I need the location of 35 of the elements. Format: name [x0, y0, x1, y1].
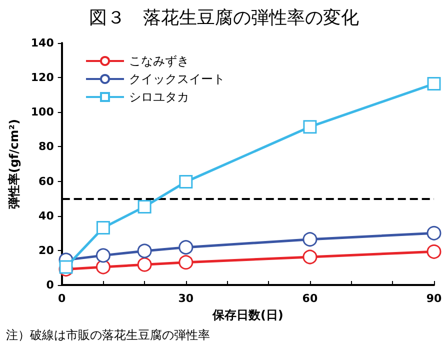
- y-tick-label: 20: [38, 244, 54, 257]
- point: [138, 200, 152, 214]
- point: [427, 77, 441, 91]
- point: [302, 250, 318, 264]
- text: 注）破線は市販の落花生豆腐の弾性率: [6, 328, 210, 342]
- point: [426, 244, 442, 259]
- point: [303, 120, 317, 134]
- point: [426, 226, 442, 240]
- x-tick-label: 0: [58, 292, 66, 305]
- y-tick-label: 60: [38, 174, 54, 188]
- point: [96, 248, 110, 263]
- y-tick-label: 0: [46, 278, 54, 292]
- y-tick-label: 100: [30, 106, 54, 119]
- y-tick-label: 80: [38, 140, 54, 154]
- y-tick-label: 120: [30, 71, 54, 84]
- y-tick-label: 40: [38, 209, 54, 222]
- x-tick-label: 90: [426, 292, 442, 305]
- point: [178, 240, 194, 255]
- point: [96, 260, 110, 274]
- point: [137, 244, 152, 258]
- point: [179, 175, 193, 189]
- point: [96, 221, 110, 235]
- chart-title: 図３ 落花生豆腐の弾性率の変化: [89, 8, 359, 28]
- point: [137, 257, 152, 272]
- point: [178, 255, 194, 270]
- x-tick-label: 30: [178, 292, 194, 305]
- x-axis-title: 保存日数(日): [211, 308, 284, 322]
- point: [59, 260, 73, 274]
- x-tick-label: 60: [302, 292, 318, 305]
- legend-label: こなみずき: [129, 54, 189, 68]
- y-tick-label: 140: [30, 36, 54, 50]
- point: [302, 232, 318, 247]
- legend-label: シロユタカ: [129, 90, 189, 104]
- legend-label: クイックスイート: [129, 72, 225, 86]
- y-axis-title: 弾性率(gf/cm²): [7, 118, 21, 210]
